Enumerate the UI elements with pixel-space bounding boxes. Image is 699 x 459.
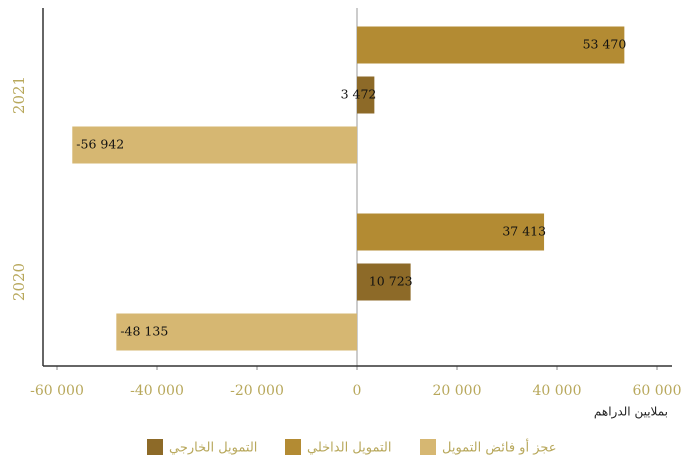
data-label: -56 942 — [76, 137, 124, 152]
legend-label: التمويل الخارجي — [169, 441, 257, 456]
data-label: 53 470 — [583, 37, 627, 52]
x-tick-label: 0 — [353, 383, 362, 399]
bar — [357, 213, 545, 251]
data-label: 37 413 — [502, 224, 546, 239]
x-tick-label: 60 000 — [633, 383, 682, 399]
x-tick-label: 20 000 — [433, 383, 482, 399]
x-tick-label: 40 000 — [533, 383, 582, 399]
x-axis-label: بملايين الدراهم — [594, 405, 668, 420]
legend-label: التمويل الداخلي — [307, 441, 392, 456]
data-label: 3 472 — [341, 87, 377, 102]
x-tick-label: -60 000 — [30, 383, 84, 399]
x-tick-label: -20 000 — [230, 383, 284, 399]
legend-swatch — [285, 439, 301, 455]
data-label: -48 135 — [120, 324, 168, 339]
data-label: 10 723 — [369, 274, 413, 289]
legend-swatch — [147, 439, 163, 455]
bar — [357, 263, 411, 301]
bar — [72, 126, 357, 164]
category-label: 2020 — [10, 263, 28, 301]
category-label: 2021 — [10, 76, 28, 114]
bar — [357, 76, 375, 114]
bar — [357, 26, 625, 64]
x-tick-label: -40 000 — [130, 383, 184, 399]
bar — [116, 313, 357, 351]
legend-label: عجز أو فائض التمويل — [442, 439, 557, 456]
legend-swatch — [420, 439, 436, 455]
